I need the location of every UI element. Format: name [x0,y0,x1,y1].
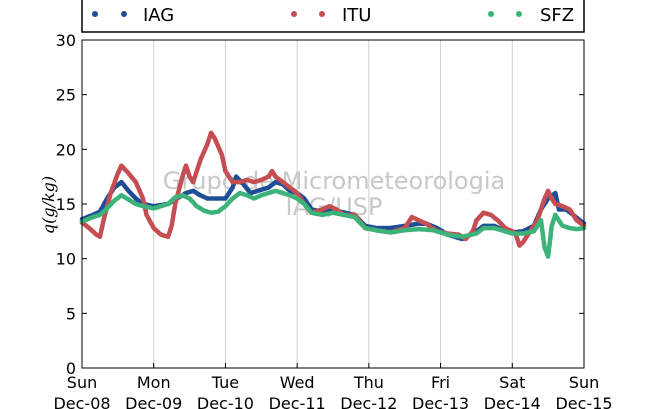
y-tick-label: 10 [56,250,76,269]
y-axis-label: q(g/kg) [39,176,58,234]
x-tick-day-label: Sat [499,373,525,392]
x-tick-day-label: Sun [67,373,97,392]
x-tick-day-label: Wed [280,373,315,392]
legend-box [81,0,585,33]
y-tick-label: 30 [56,31,76,50]
legend-label-iag: IAG [143,5,174,26]
legend-marker-itu [291,11,297,17]
x-tick-date-label: Dec-13 [412,394,469,409]
x-tick-day-label: Mon [137,373,171,392]
x-tick-date-label: Dec-10 [197,394,254,409]
legend-label-sfz: SFZ [540,5,574,26]
x-tick-day-label: Thu [353,373,384,392]
legend-label-itu: ITU [342,5,371,26]
legend: IAG ITU SFZ [81,0,585,33]
x-tick-date-label: Dec-12 [340,394,397,409]
x-tick-date-label: Dec-08 [53,394,110,409]
legend-marker-itu [319,11,325,17]
series-layer [79,130,587,259]
x-axis: Sun Dec-08 Mon Dec-09 Tue Dec-10 Wed Dec-11 Thu D… [53,363,613,409]
x-tick-day-label: Tue [211,373,239,392]
legend-marker-sfz [516,11,522,17]
y-tick-label: 5 [66,304,76,323]
series-sfz [79,188,587,259]
x-tick-date-label: Dec-11 [269,394,326,409]
x-tick-date-label: Dec-09 [125,394,182,409]
y-tick-label: 0 [66,359,76,378]
x-tick-day-label: Fri [431,373,450,392]
legend-marker-iag [92,11,98,17]
legend-marker-sfz [488,11,494,17]
watermark-line-1: Grupo de Micrometeorologia [163,167,505,195]
x-tick-date-label: Dec-15 [555,394,612,409]
y-axis: 0 5 10 15 20 25 30 [56,31,584,378]
y-tick-label: 25 [56,86,76,105]
y-tick-label: 15 [56,195,76,214]
x-tick-day-label: Sun [569,373,599,392]
y-tick-label: 20 [56,140,76,159]
legend-marker-iag [121,11,127,17]
x-tick-date-label: Dec-14 [484,394,541,409]
